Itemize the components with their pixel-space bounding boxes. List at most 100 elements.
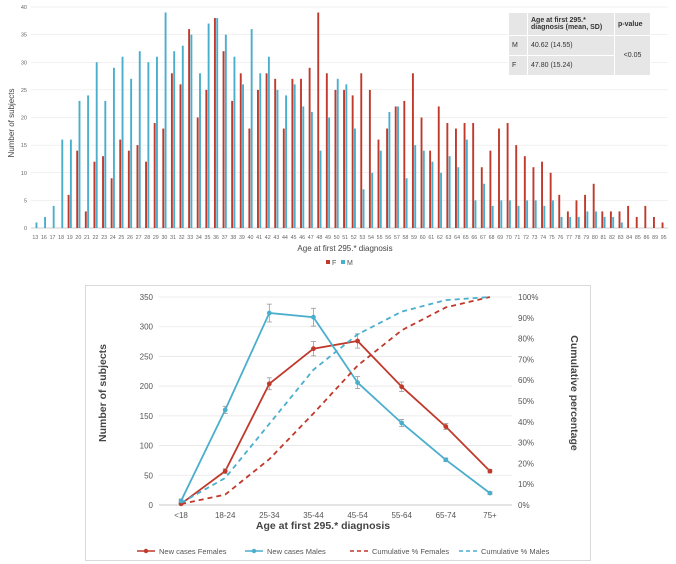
histogram-bar-male <box>267 56 270 228</box>
histogram-bar-female <box>205 89 208 228</box>
histogram-bar-female <box>455 128 457 228</box>
line-chart-y-tick: 350 <box>140 293 154 302</box>
histogram-x-tick: 48 <box>316 235 322 241</box>
stats-value-male: 40.62 (14.55) <box>527 35 615 56</box>
legend-marker-new-cases-females <box>143 548 149 554</box>
histogram-bar-male <box>276 89 279 228</box>
histogram-bar-male <box>250 29 253 228</box>
histogram-bar-female <box>437 106 440 228</box>
histogram-bar-female <box>110 178 113 228</box>
histogram-x-tick: 82 <box>609 235 615 241</box>
histogram-bar-female <box>472 123 475 228</box>
histogram-x-tick: 84 <box>626 235 632 241</box>
line-chart-x-tick: <18 <box>174 511 188 520</box>
histogram-x-tick: 78 <box>575 235 581 241</box>
histogram-bar-female <box>153 123 156 228</box>
histogram-x-tick: 77 <box>566 235 572 241</box>
histogram-bar-female <box>291 78 294 228</box>
histogram-x-tick: 33 <box>187 235 193 241</box>
histogram-bar-female <box>188 29 191 228</box>
histogram-bar-female <box>102 156 104 228</box>
histogram-bar-male <box>181 45 184 228</box>
histogram-bar-male <box>483 183 486 228</box>
point-new-cases-females <box>487 468 493 474</box>
histogram-y-tick: 10 <box>21 171 27 177</box>
stats-table-header-pvalue: p-value <box>614 12 651 36</box>
series-line-cumulative-females <box>180 296 491 505</box>
point-new-cases-females <box>443 424 449 429</box>
histogram-bar-male <box>405 178 408 228</box>
line-chart-y2-tick: 80% <box>518 335 534 344</box>
point-new-cases-males <box>311 314 316 320</box>
histogram-x-tick: 52 <box>351 235 357 241</box>
histogram-legend: F M <box>326 260 353 267</box>
histogram-bar-female <box>360 73 363 228</box>
histogram-x-tick: 73 <box>532 235 538 241</box>
histogram-bar-female <box>498 128 500 228</box>
histogram-x-tick: 64 <box>454 235 460 241</box>
histogram-bar-female <box>170 73 173 228</box>
histogram-bar-female <box>248 128 251 228</box>
histogram-bar-male <box>259 73 262 228</box>
histogram-x-tick: 27 <box>136 235 142 241</box>
line-chart-y-tick: 50 <box>144 471 153 480</box>
legend-marker-new-cases-males <box>251 548 257 554</box>
stats-table-row-female: F 47.80 (15.24) <box>508 55 651 76</box>
histogram-bar-female <box>661 222 664 228</box>
histogram-x-tick: 23 <box>101 235 107 241</box>
histogram-y-tick: 20 <box>21 116 27 122</box>
line-chart-y2-tick: 90% <box>518 314 534 323</box>
histogram-bar-male <box>508 200 511 228</box>
histogram-bar-male <box>78 100 81 228</box>
histogram-bar-male <box>319 150 322 228</box>
histogram-bar-female <box>386 128 389 228</box>
line-chart-frame <box>85 285 591 561</box>
histogram-bar-female <box>179 84 182 228</box>
histogram-bar-female <box>257 89 259 228</box>
histogram-x-tick: 17 <box>50 235 56 241</box>
histogram-bar-male <box>104 100 107 228</box>
histogram-bar-male <box>173 51 176 229</box>
histogram-bar-female <box>300 78 302 228</box>
line-chart-y2-tick: 60% <box>518 376 534 385</box>
histogram-bar-female <box>463 123 466 228</box>
histogram-bar-male <box>517 205 520 228</box>
line-chart-y2-tick: 0% <box>518 501 530 510</box>
line-chart-x-tick: 25-34 <box>259 511 280 520</box>
histogram-bar-female <box>635 216 638 228</box>
series-line-new-cases-females <box>180 340 491 505</box>
histogram-bar-male <box>491 205 494 228</box>
histogram-bar-male <box>44 216 47 228</box>
histogram-bar-female <box>213 18 216 228</box>
histogram-bar-female <box>84 211 87 228</box>
line-chart-y-tick: 150 <box>140 412 154 421</box>
histogram-bar-male <box>207 23 210 229</box>
point-new-cases-females <box>355 338 360 344</box>
point-new-cases-females <box>399 384 405 390</box>
histogram-bar-male <box>397 106 399 228</box>
histogram-x-tick: 80 <box>592 235 598 241</box>
line-chart-y2-tick-labels: 0% 10% 20% 30% 40% 50% 60% 70% 80% 90% 100% <box>518 293 538 510</box>
histogram-x-tick: 62 <box>437 235 443 241</box>
histogram-bar-female <box>592 183 595 228</box>
histogram-bar-female <box>394 106 397 228</box>
point-new-cases-males <box>222 407 228 413</box>
histogram-x-tick: 60 <box>420 235 426 241</box>
histogram-bar-female <box>420 117 423 228</box>
histogram-bar-female <box>119 139 122 228</box>
histogram-bar-male <box>569 216 572 228</box>
line-chart-series <box>178 296 493 507</box>
histogram-x-tick: 46 <box>299 235 305 241</box>
histogram-x-tick: 47 <box>308 235 314 241</box>
point-new-cases-males <box>487 490 493 496</box>
histogram-bar-male <box>474 200 477 228</box>
line-chart-x-tick: 35-44 <box>303 511 324 520</box>
histogram-bar-female <box>93 161 96 228</box>
line-chart-y-tick: 250 <box>140 352 154 361</box>
histogram-y-tick: 40 <box>21 5 27 11</box>
histogram-bar-male <box>354 128 356 228</box>
histogram-x-tick: 65 <box>463 235 469 241</box>
histogram-bar-male <box>336 78 339 228</box>
line-chart-y-axis-label: Number of subjects <box>97 344 109 442</box>
histogram-bar-female <box>411 73 414 228</box>
